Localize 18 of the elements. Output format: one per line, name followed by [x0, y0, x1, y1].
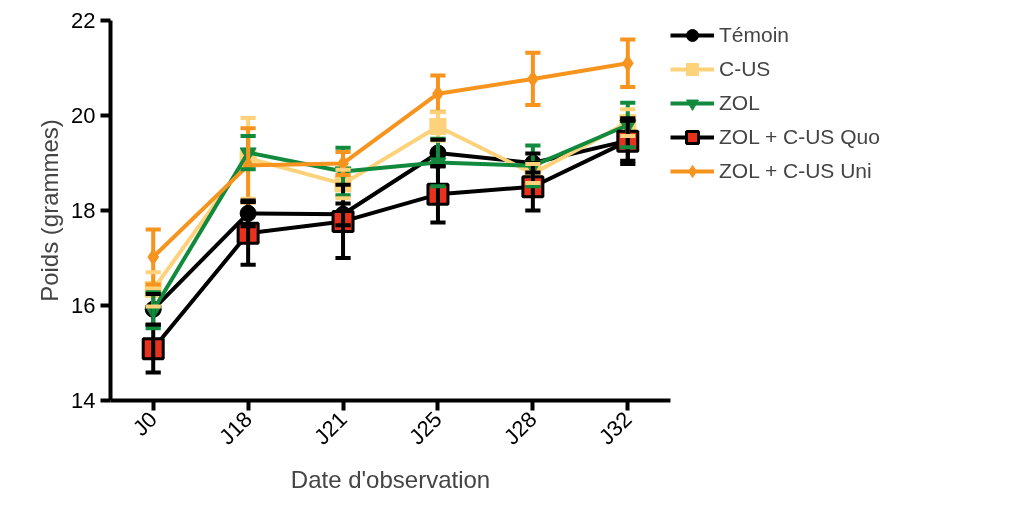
legend-label: ZOL + C-US Quo: [719, 124, 880, 150]
x-tick-label: J21: [309, 406, 352, 450]
y-axis-title: Poids (grammes): [36, 119, 64, 302]
x-tick-label: J25: [404, 406, 447, 450]
x-axis-title: Date d'observation: [290, 466, 491, 494]
y-tick-label: 16: [71, 293, 96, 318]
x-tick-label: J0: [127, 406, 163, 441]
y-tick-label: 22: [71, 8, 96, 33]
x-tick-label: J32: [593, 406, 637, 450]
x-tick-label: J18: [214, 406, 257, 450]
y-tick-label: 20: [71, 103, 96, 128]
x-tick-label: J28: [498, 406, 542, 450]
legend-label: Témoin: [719, 22, 790, 48]
legend-label: ZOL + C-US Uni: [719, 158, 872, 184]
y-tick-label: 18: [71, 198, 96, 223]
legend-label: ZOL: [719, 90, 760, 116]
legend-label: C-US: [719, 56, 771, 82]
y-tick-label: 14: [71, 388, 96, 413]
